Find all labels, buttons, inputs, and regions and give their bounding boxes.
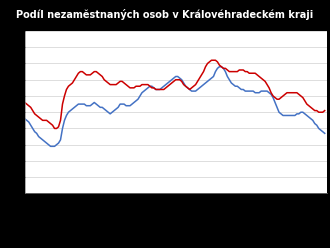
Královéhradecký kraj	[33, 130, 37, 133]
Česká republika	[100, 75, 104, 78]
Česká republika	[210, 59, 214, 62]
Česká republika	[52, 127, 56, 130]
Česká republika	[221, 67, 225, 70]
Královéhradecký kraj	[49, 145, 52, 148]
Česká republika	[323, 109, 327, 112]
Česká republika	[70, 82, 74, 85]
Královéhradecký kraj	[227, 78, 231, 81]
Česká republika	[128, 86, 132, 89]
Královéhradecký kraj	[217, 65, 221, 68]
Text: Podíl nezaměstnaných osob v Královéhradeckém kraji: Podíl nezaměstnaných osob v Královéhrade…	[16, 9, 313, 20]
Line: Královéhradecký kraj: Královéhradecký kraj	[25, 67, 325, 146]
Královéhradecký kraj	[23, 117, 27, 120]
Královéhradecký kraj	[128, 104, 132, 107]
Královéhradecký kraj	[221, 67, 225, 70]
Královéhradecký kraj	[70, 107, 74, 110]
Česká republika	[33, 112, 37, 115]
Česká republika	[227, 70, 231, 73]
Česká republika	[23, 101, 27, 104]
Královéhradecký kraj	[100, 106, 104, 109]
Královéhradecký kraj	[323, 132, 327, 135]
Line: Česká republika: Česká republika	[25, 60, 325, 128]
